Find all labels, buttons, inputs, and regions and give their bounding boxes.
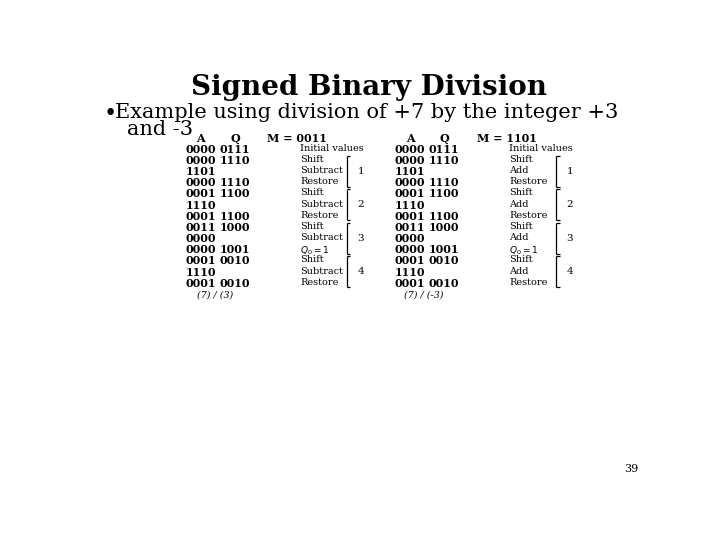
- Text: Shift: Shift: [300, 188, 324, 198]
- Text: Shift: Shift: [300, 222, 324, 231]
- Text: 0001: 0001: [395, 255, 426, 266]
- Text: 0000: 0000: [186, 177, 216, 188]
- Text: Initial values: Initial values: [300, 144, 364, 153]
- Text: 1110: 1110: [186, 200, 216, 211]
- Text: 0000: 0000: [186, 144, 216, 155]
- Text: 1101: 1101: [395, 166, 426, 177]
- Text: 1110: 1110: [220, 177, 250, 188]
- Text: 0000: 0000: [395, 177, 426, 188]
- Text: Shift: Shift: [509, 155, 533, 164]
- Text: 1110: 1110: [429, 177, 459, 188]
- Text: and -3: and -3: [127, 120, 194, 139]
- Text: Signed Binary Division: Signed Binary Division: [191, 74, 547, 101]
- Text: Restore: Restore: [300, 278, 338, 287]
- Text: 0010: 0010: [429, 255, 459, 266]
- Text: 0001: 0001: [186, 278, 216, 289]
- Text: Subtract: Subtract: [300, 200, 343, 208]
- Text: 1100: 1100: [429, 188, 459, 199]
- Text: (7) / (-3): (7) / (-3): [404, 291, 444, 299]
- Text: 0111: 0111: [429, 144, 459, 155]
- Text: A: A: [406, 132, 415, 144]
- Text: Shift: Shift: [509, 222, 533, 231]
- Text: A: A: [197, 132, 205, 144]
- Text: 1110: 1110: [395, 200, 426, 211]
- Text: 0001: 0001: [395, 278, 426, 289]
- Text: M = 0011: M = 0011: [267, 132, 328, 144]
- Text: 39: 39: [624, 464, 639, 475]
- Text: $Q_0 = 1$: $Q_0 = 1$: [300, 244, 329, 256]
- Text: 0000: 0000: [186, 244, 216, 255]
- Text: 0011: 0011: [395, 222, 426, 233]
- Text: Restore: Restore: [509, 177, 548, 186]
- Text: Shift: Shift: [509, 255, 533, 265]
- Text: 0010: 0010: [220, 255, 250, 266]
- Text: 0001: 0001: [186, 255, 216, 266]
- Text: 0111: 0111: [220, 144, 250, 155]
- Text: 0000: 0000: [186, 233, 216, 244]
- Text: 1001: 1001: [429, 244, 459, 255]
- Text: 4: 4: [357, 267, 364, 276]
- Text: 0001: 0001: [186, 211, 216, 222]
- Text: (7) / (3): (7) / (3): [197, 291, 233, 299]
- Text: Add: Add: [509, 267, 528, 275]
- Text: Add: Add: [509, 166, 528, 175]
- Text: Q: Q: [439, 132, 449, 144]
- Text: Restore: Restore: [300, 211, 338, 220]
- Text: Subtract: Subtract: [300, 267, 343, 275]
- Text: 0001: 0001: [395, 211, 426, 222]
- Text: 1001: 1001: [220, 244, 250, 255]
- Text: 2: 2: [567, 200, 573, 209]
- Text: 0000: 0000: [186, 155, 216, 166]
- Text: 1110: 1110: [395, 267, 426, 278]
- Text: 1: 1: [567, 167, 573, 176]
- Text: Add: Add: [509, 233, 528, 242]
- Text: M = 1101: M = 1101: [477, 132, 536, 144]
- Text: 3: 3: [357, 234, 364, 243]
- Text: 1101: 1101: [186, 166, 216, 177]
- Text: 1100: 1100: [220, 188, 250, 199]
- Text: Q: Q: [230, 132, 240, 144]
- Text: 0000: 0000: [395, 144, 426, 155]
- Text: 0000: 0000: [395, 155, 426, 166]
- Text: 3: 3: [567, 234, 573, 243]
- Text: •: •: [104, 103, 117, 125]
- Text: Restore: Restore: [300, 177, 338, 186]
- Text: Example using division of +7 by the integer +3: Example using division of +7 by the inte…: [114, 103, 618, 122]
- Text: 0000: 0000: [395, 244, 426, 255]
- Text: Add: Add: [509, 200, 528, 208]
- Text: 1110: 1110: [220, 155, 250, 166]
- Text: 0000: 0000: [395, 233, 426, 244]
- Text: 2: 2: [357, 200, 364, 209]
- Text: 1100: 1100: [220, 211, 250, 222]
- Text: 0011: 0011: [186, 222, 216, 233]
- Text: 0001: 0001: [186, 188, 216, 199]
- Text: 1110: 1110: [429, 155, 459, 166]
- Text: $Q_0 = 1$: $Q_0 = 1$: [509, 244, 539, 256]
- Text: Shift: Shift: [300, 255, 324, 265]
- Text: Initial values: Initial values: [509, 144, 573, 153]
- Text: 1100: 1100: [429, 211, 459, 222]
- Text: 1: 1: [357, 167, 364, 176]
- Text: 1000: 1000: [220, 222, 250, 233]
- Text: Shift: Shift: [300, 155, 324, 164]
- Text: 0010: 0010: [429, 278, 459, 289]
- Text: Subtract: Subtract: [300, 166, 343, 175]
- Text: Restore: Restore: [509, 278, 548, 287]
- Text: 1110: 1110: [186, 267, 216, 278]
- Text: 4: 4: [567, 267, 573, 276]
- Text: 1000: 1000: [429, 222, 459, 233]
- Text: Restore: Restore: [509, 211, 548, 220]
- Text: Shift: Shift: [509, 188, 533, 198]
- Text: 0001: 0001: [395, 188, 426, 199]
- Text: Subtract: Subtract: [300, 233, 343, 242]
- Text: 0010: 0010: [220, 278, 250, 289]
